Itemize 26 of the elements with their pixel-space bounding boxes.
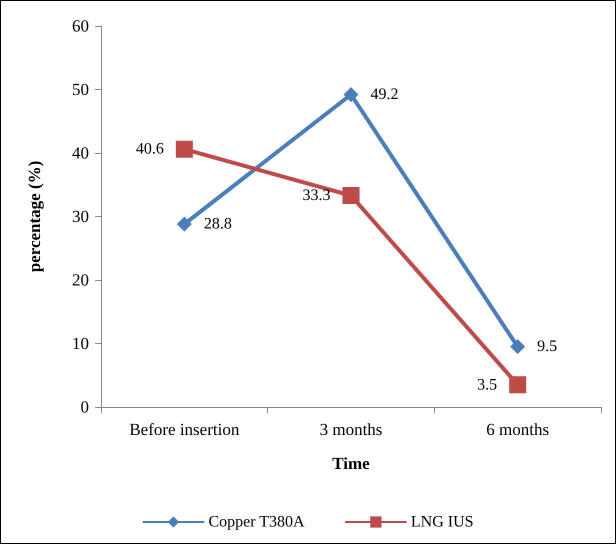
y-tick-label: 50 <box>72 80 89 99</box>
x-tick-label: 3 months <box>320 420 382 439</box>
x-axis-title: Time <box>332 454 370 473</box>
y-tick-label: 0 <box>80 398 89 416</box>
y-tick-label: 60 <box>72 16 89 36</box>
x-tick-label: Before insertion <box>129 420 240 439</box>
data-label: 33.3 <box>302 187 330 204</box>
data-label: 40.6 <box>136 140 164 158</box>
y-tick-label: 10 <box>72 334 89 353</box>
legend-label: Copper T380A <box>208 514 306 530</box>
data-label: 28.8 <box>204 216 232 233</box>
point <box>176 140 193 158</box>
point <box>344 87 358 102</box>
y-tick-label: 40 <box>72 144 89 162</box>
legend-label: LNG IUS <box>410 514 474 530</box>
y-tick-label: 30 <box>72 207 89 226</box>
point <box>342 187 360 204</box>
x-tick-label: 6 months <box>486 420 550 439</box>
point <box>176 216 192 232</box>
point <box>510 339 526 354</box>
point <box>509 376 526 394</box>
data-label: 3.5 <box>477 376 498 394</box>
y-tick-label: 20 <box>72 270 89 290</box>
data-label: 49.2 <box>370 86 398 104</box>
data-label: 9.5 <box>537 338 558 356</box>
y-axis-title: percentage (%) <box>25 160 44 272</box>
